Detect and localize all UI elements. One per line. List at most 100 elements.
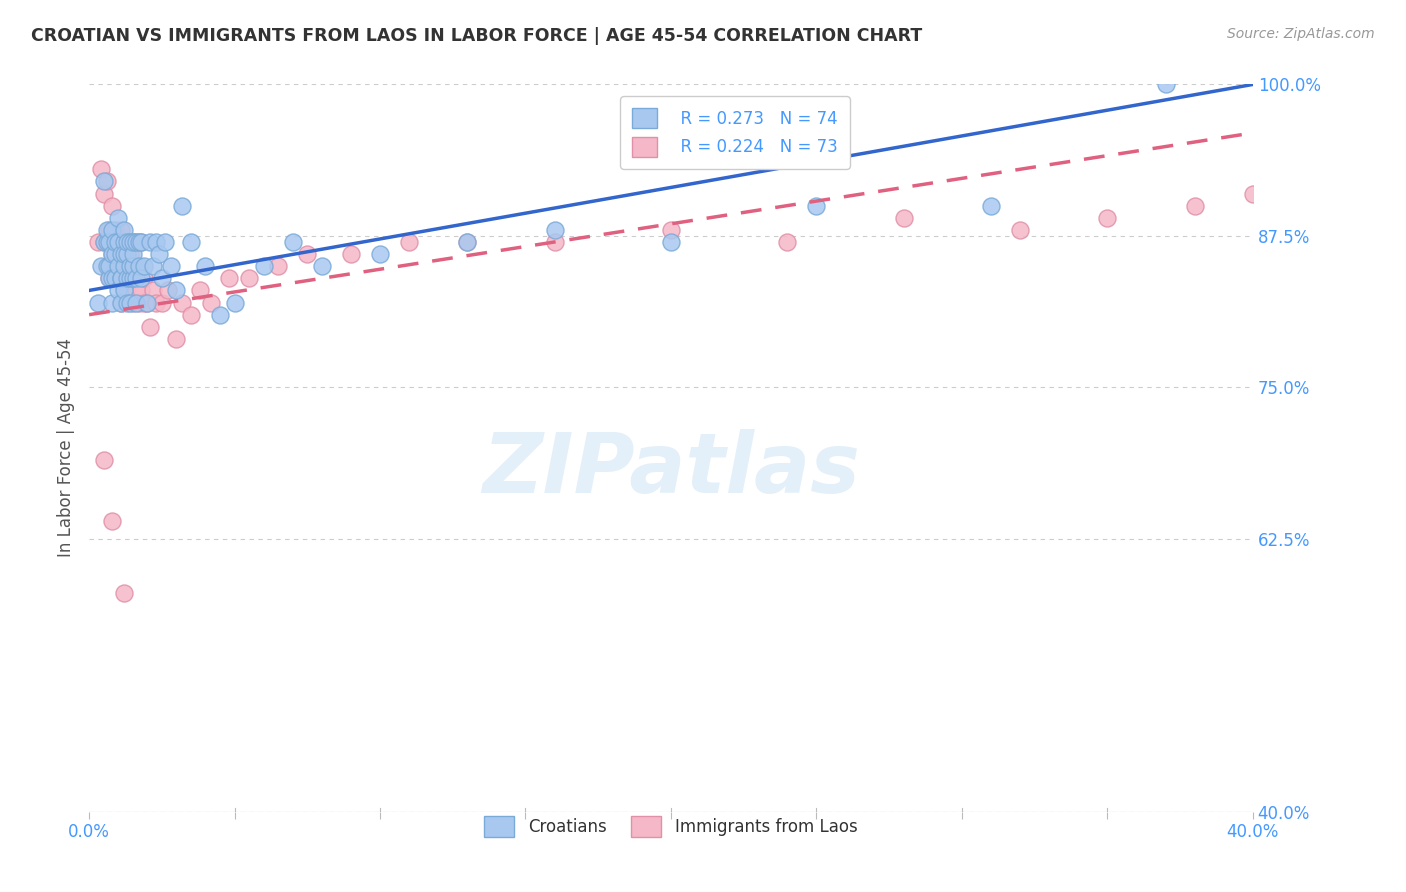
Point xyxy=(104,271,127,285)
Point xyxy=(87,235,110,249)
Point xyxy=(128,271,150,285)
Point xyxy=(776,235,799,249)
Point xyxy=(98,223,121,237)
Point xyxy=(115,235,138,249)
Point xyxy=(131,235,153,249)
Point xyxy=(456,235,478,249)
Point xyxy=(172,199,194,213)
Point xyxy=(156,284,179,298)
Point xyxy=(145,235,167,249)
Point xyxy=(112,223,135,237)
Point xyxy=(208,308,231,322)
Point xyxy=(165,332,187,346)
Point xyxy=(90,259,112,273)
Point xyxy=(115,259,138,273)
Point xyxy=(200,295,222,310)
Point xyxy=(153,235,176,249)
Point xyxy=(112,271,135,285)
Point xyxy=(659,223,682,237)
Point xyxy=(96,235,118,249)
Point xyxy=(107,235,129,249)
Point xyxy=(112,284,135,298)
Point xyxy=(136,295,159,310)
Point xyxy=(118,271,141,285)
Point xyxy=(124,259,146,273)
Point xyxy=(110,271,132,285)
Point xyxy=(110,271,132,285)
Point xyxy=(1010,223,1032,237)
Point xyxy=(101,247,124,261)
Point xyxy=(96,174,118,188)
Point xyxy=(165,284,187,298)
Point xyxy=(110,247,132,261)
Point xyxy=(121,259,143,273)
Point xyxy=(340,247,363,261)
Point xyxy=(368,247,391,261)
Point xyxy=(118,295,141,310)
Point xyxy=(224,295,246,310)
Point xyxy=(398,235,420,249)
Point xyxy=(1154,78,1177,92)
Point xyxy=(118,235,141,249)
Point xyxy=(148,247,170,261)
Point xyxy=(118,259,141,273)
Point xyxy=(124,235,146,249)
Point xyxy=(93,453,115,467)
Point xyxy=(93,174,115,188)
Point xyxy=(110,223,132,237)
Point xyxy=(101,223,124,237)
Point xyxy=(659,235,682,249)
Point xyxy=(110,271,132,285)
Point xyxy=(218,271,240,285)
Point xyxy=(238,271,260,285)
Point xyxy=(118,271,141,285)
Point xyxy=(96,259,118,273)
Point xyxy=(87,295,110,310)
Point xyxy=(96,223,118,237)
Point xyxy=(136,295,159,310)
Point xyxy=(172,295,194,310)
Point xyxy=(101,514,124,528)
Legend: Croatians, Immigrants from Laos: Croatians, Immigrants from Laos xyxy=(478,810,865,843)
Point xyxy=(134,271,156,285)
Point xyxy=(98,235,121,249)
Point xyxy=(96,235,118,249)
Point xyxy=(112,247,135,261)
Point xyxy=(93,186,115,201)
Point xyxy=(104,247,127,261)
Point xyxy=(98,271,121,285)
Point xyxy=(180,235,202,249)
Point xyxy=(150,271,173,285)
Point xyxy=(121,235,143,249)
Point xyxy=(543,235,565,249)
Point xyxy=(90,162,112,177)
Point xyxy=(107,211,129,225)
Point xyxy=(107,235,129,249)
Point xyxy=(145,295,167,310)
Point xyxy=(124,271,146,285)
Point xyxy=(142,259,165,273)
Point xyxy=(121,235,143,249)
Point xyxy=(121,247,143,261)
Point xyxy=(107,259,129,273)
Point xyxy=(128,295,150,310)
Point xyxy=(104,235,127,249)
Point xyxy=(115,235,138,249)
Text: CROATIAN VS IMMIGRANTS FROM LAOS IN LABOR FORCE | AGE 45-54 CORRELATION CHART: CROATIAN VS IMMIGRANTS FROM LAOS IN LABO… xyxy=(31,27,922,45)
Point xyxy=(806,199,828,213)
Point xyxy=(128,235,150,249)
Point xyxy=(112,235,135,249)
Point xyxy=(121,271,143,285)
Point xyxy=(1097,211,1119,225)
Point xyxy=(115,271,138,285)
Point xyxy=(131,271,153,285)
Point xyxy=(543,223,565,237)
Point xyxy=(112,586,135,600)
Point xyxy=(112,247,135,261)
Point xyxy=(98,271,121,285)
Point xyxy=(101,235,124,249)
Point xyxy=(101,295,124,310)
Point xyxy=(101,271,124,285)
Point xyxy=(115,295,138,310)
Point xyxy=(98,259,121,273)
